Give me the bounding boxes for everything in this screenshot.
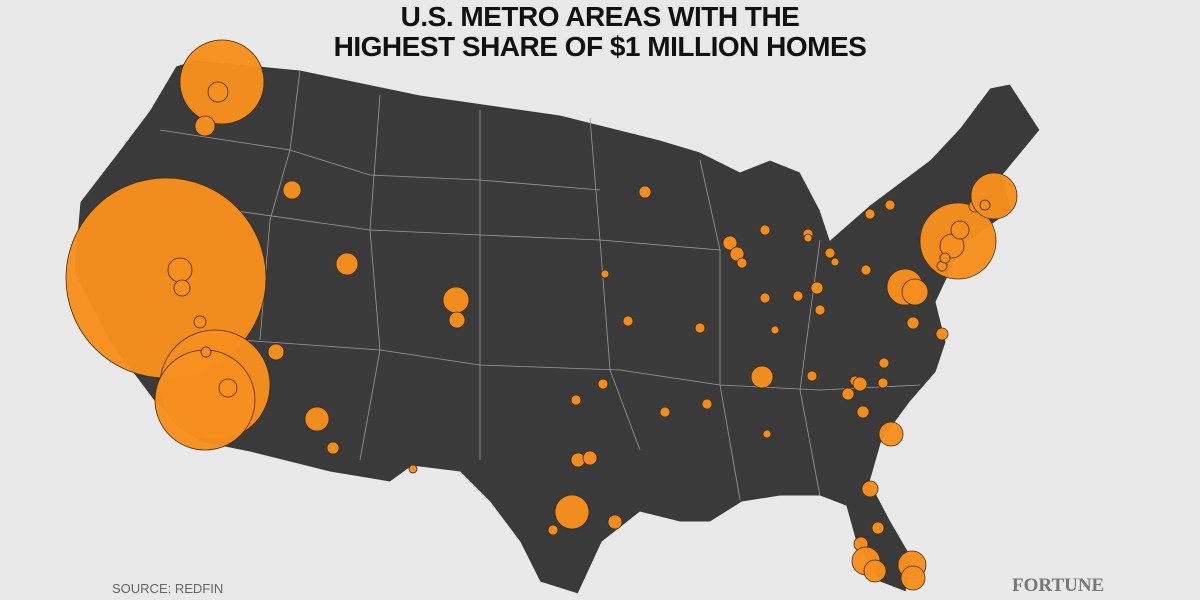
metro-bubble (878, 357, 890, 369)
metro-bubble (701, 398, 713, 410)
metro-bubble (448, 311, 466, 329)
metro-bubble (659, 406, 671, 418)
metro-bubble (792, 290, 804, 302)
metro-bubble (200, 346, 212, 358)
metro-bubble (582, 450, 598, 466)
metro-bubble (547, 524, 559, 536)
brand: FORTUNE (1012, 575, 1105, 596)
metro-bubble (736, 257, 748, 269)
metro-bubble (638, 185, 652, 199)
metro-bubble (841, 387, 855, 401)
metro-bubble (950, 220, 970, 240)
metro-bubble (824, 247, 836, 259)
metro-bubble (607, 514, 623, 530)
metro-bubble (759, 292, 771, 304)
metro-bubble (335, 252, 359, 276)
metro-bubble (814, 304, 826, 316)
metro-bubble (570, 394, 582, 406)
title-line-1: U.S. METRO AREAS WITH THE (400, 1, 800, 32)
metro-bubble (864, 208, 876, 220)
metro-bubble (861, 480, 879, 498)
metro-bubble (207, 81, 229, 103)
metro-bubble (810, 281, 824, 295)
metro-bubble (762, 429, 772, 439)
bubbles (65, 39, 1018, 591)
metro-bubble (194, 115, 216, 137)
metro-bubble (154, 349, 256, 451)
metro-bubble (878, 421, 904, 447)
metro-bubble (852, 376, 868, 392)
metro-bubble (939, 252, 951, 264)
metro-bubble (193, 315, 207, 329)
metro-bubble (282, 180, 302, 200)
metro-bubble (600, 269, 610, 279)
metro-bubble (179, 39, 265, 125)
metro-bubble (860, 264, 872, 276)
metro-bubble (884, 199, 896, 211)
metro-bubble (173, 279, 191, 297)
us-map (73, 59, 1041, 595)
metro-bubble (877, 377, 889, 389)
metro-bubble (863, 559, 887, 583)
metro-bubble (694, 322, 706, 334)
metro-bubble (871, 521, 885, 535)
metro-bubble (906, 316, 920, 330)
metro-bubble (750, 365, 774, 389)
metro-bubble (408, 464, 418, 474)
metro-bubble (935, 327, 949, 341)
metro-bubble (722, 235, 738, 251)
metro-bubble (803, 233, 813, 243)
metro-bubble (856, 405, 870, 419)
metro-bubble (900, 565, 926, 591)
source: SOURCE: REDFIN (112, 581, 224, 596)
metro-bubble (901, 278, 929, 306)
metro-bubble (304, 406, 330, 432)
metro-bubble (267, 343, 285, 361)
metro-bubble (770, 325, 780, 335)
metro-bubble (979, 199, 991, 211)
title-line-2: HIGHEST SHARE OF $1 MILLION HOMES (333, 31, 867, 62)
metro-bubble (830, 257, 840, 267)
metro-bubble (554, 494, 590, 530)
state-borders (159, 69, 921, 501)
metro-bubble (622, 315, 634, 327)
metro-bubble (597, 378, 609, 390)
metro-bubble (167, 257, 193, 283)
metro-bubble (970, 172, 1018, 220)
metro-bubble (326, 441, 340, 455)
metro-bubble (759, 224, 771, 236)
metro-bubble (218, 378, 238, 398)
metro-bubble (442, 286, 470, 314)
metro-bubble (806, 370, 818, 382)
